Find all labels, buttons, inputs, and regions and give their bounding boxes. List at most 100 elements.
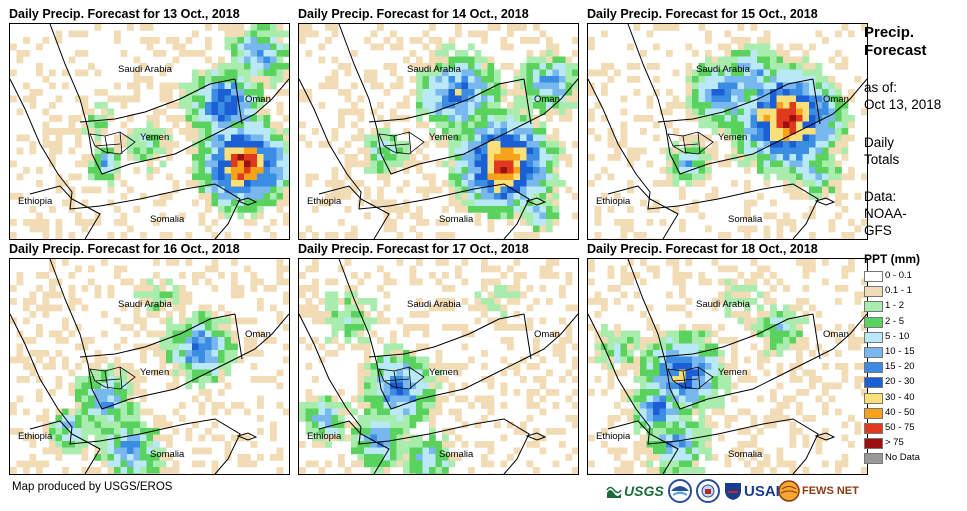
precip-cell (370, 30, 378, 38)
precip-cell (620, 467, 628, 474)
precip-cell (614, 415, 621, 422)
precip-cell (114, 173, 121, 181)
precip-cell (435, 356, 443, 364)
precip-cell (448, 193, 456, 200)
precip-cell (390, 382, 397, 390)
precip-cell (36, 167, 43, 174)
precip-cell (224, 212, 232, 220)
precip-cell (172, 324, 180, 331)
precip-cell (250, 43, 258, 51)
precip-cell (101, 447, 108, 455)
precip-cell (744, 199, 751, 207)
precip-cell (312, 206, 319, 213)
precip-cell (75, 30, 82, 38)
precip-cell (789, 128, 797, 135)
precip-cell (172, 460, 180, 468)
precip-cell (211, 330, 219, 338)
precip-cell (763, 180, 771, 187)
precip-cell (835, 160, 842, 168)
precip-cell (809, 147, 816, 155)
precip-cell (763, 147, 771, 155)
label-saudi: Saudi Arabia (118, 64, 172, 75)
precip-cell (29, 291, 37, 299)
precip-cell (422, 324, 430, 331)
precip-cell (140, 460, 147, 468)
precip-cell (633, 363, 641, 370)
precip-cell (179, 50, 186, 57)
precip-cell (692, 441, 699, 448)
precip-cell (127, 415, 134, 422)
precip-cell (283, 219, 289, 226)
precip-cell (42, 238, 50, 239)
precip-cell (244, 50, 251, 57)
legend-swatch (864, 377, 883, 389)
precip-cell (179, 82, 186, 90)
precip-cell (331, 291, 339, 299)
precip-cell (448, 108, 456, 116)
precip-cell (711, 350, 719, 357)
precip-cell (468, 56, 475, 64)
precip-cell (146, 460, 154, 468)
precip-cell (698, 350, 706, 357)
precip-cell (640, 389, 647, 396)
precip-cell (36, 43, 43, 51)
precip-cell (198, 460, 206, 468)
precip-cell (127, 363, 134, 370)
precip-cell (653, 43, 660, 51)
precip-cell (120, 278, 128, 286)
precip-cell (29, 434, 37, 442)
precip-cell (828, 95, 836, 103)
precip-cell (448, 147, 456, 155)
precip-cell (474, 193, 482, 200)
precip-cell (75, 382, 82, 390)
panel-4: Daily Precip. Forecast for 17 Oct., 2018… (298, 242, 588, 475)
precip-cell (224, 167, 232, 174)
precip-cell (276, 382, 284, 390)
precip-cell (276, 102, 284, 109)
precip-cell (692, 473, 699, 474)
precip-cell (114, 447, 121, 455)
precip-cell (572, 37, 578, 44)
precip-cell (422, 369, 430, 377)
precip-cell (468, 173, 475, 181)
precip-cell (305, 89, 313, 96)
precip-cell (679, 415, 686, 422)
precip-cell (318, 82, 326, 90)
map-canvas (299, 259, 578, 474)
precip-cell (364, 298, 371, 305)
precip-cell (205, 428, 212, 435)
precip-cell (172, 363, 180, 370)
precip-cell (263, 147, 271, 155)
precip-cell (422, 311, 430, 318)
precip-cell (809, 134, 816, 142)
precip-cell (312, 434, 319, 442)
precip-cell (461, 193, 469, 200)
yemen-governorates (667, 366, 714, 390)
precip-cell (75, 134, 82, 142)
precip-cell (809, 259, 816, 266)
precip-cell (133, 415, 141, 422)
precip-cell (422, 467, 430, 474)
precip-cell (270, 134, 277, 142)
precip-cell (68, 128, 76, 135)
precip-cell (698, 395, 706, 403)
precip-cell (153, 467, 160, 474)
precip-cell (94, 219, 102, 226)
precip-cell (455, 395, 462, 403)
precip-cell (205, 154, 212, 161)
precip-cell (205, 141, 212, 148)
precip-cell (153, 330, 160, 338)
precip-cell (685, 395, 693, 403)
precip-cell (396, 317, 404, 325)
precip-cell (422, 193, 430, 200)
precip-cell (409, 225, 417, 233)
precip-cell (351, 82, 358, 90)
africa-coastline (299, 313, 530, 474)
legend-label: 20 - 30 (885, 376, 915, 388)
precip-cell (757, 160, 764, 168)
precip-cell (140, 37, 147, 44)
precip-cell (396, 343, 404, 351)
precip-cell (263, 167, 271, 174)
precip-cell (646, 395, 654, 403)
precip-cell (257, 69, 264, 77)
